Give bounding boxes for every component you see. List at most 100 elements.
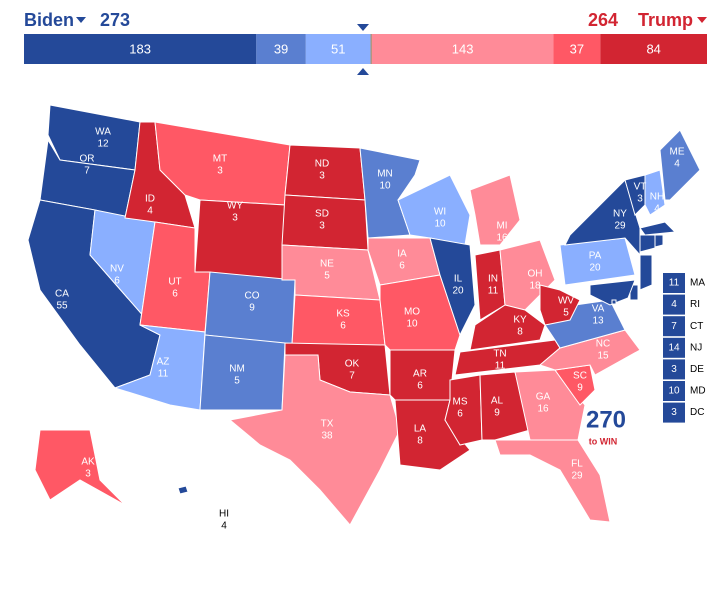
state-votes: 4: [654, 204, 660, 215]
state-shape[interactable]: [639, 221, 677, 236]
state-box[interactable]: [663, 402, 685, 423]
bar-segment: [370, 34, 372, 64]
bar-segment-label: 183: [129, 41, 151, 56]
state-abbr: AZ: [157, 357, 170, 368]
state-shape[interactable]: [644, 169, 666, 216]
state-abbr: MA: [690, 278, 705, 289]
logo-number: 270: [586, 406, 626, 433]
states: [27, 104, 701, 526]
state-abbr: MS: [453, 397, 468, 408]
state-votes: 18: [529, 281, 541, 292]
state-votes: 3: [319, 221, 325, 232]
state-votes: 8: [417, 436, 423, 447]
bar-segment: [24, 34, 257, 64]
state-shape[interactable]: [639, 234, 656, 253]
state-abbr: WA: [95, 127, 111, 138]
state-votes: 38: [321, 431, 333, 442]
state-shape[interactable]: [228, 354, 401, 526]
state-votes: 9: [249, 303, 255, 314]
state-abbr: MD: [690, 386, 706, 397]
state-abbr: AL: [491, 396, 504, 407]
state-votes: 4: [674, 159, 680, 170]
state-box[interactable]: [663, 381, 685, 401]
state-abbr: NC: [596, 339, 610, 350]
right-candidate[interactable]: Trump: [638, 10, 693, 30]
state-votes: 3: [232, 213, 238, 224]
state-abbr: MO: [404, 307, 420, 318]
state-votes: 5: [563, 308, 569, 319]
state-shape[interactable]: [479, 371, 531, 441]
state-shape[interactable]: [659, 129, 701, 201]
state-shape[interactable]: [639, 254, 653, 291]
bar-segment: [553, 34, 601, 64]
state-shape[interactable]: [429, 237, 476, 337]
bar-segment-label: 37: [570, 41, 584, 56]
state-votes: 4: [221, 521, 227, 532]
state-votes: 11: [158, 369, 169, 380]
logo-tagline: to WIN: [589, 436, 618, 446]
state-box[interactable]: [663, 316, 685, 337]
state-abbr: MN: [377, 169, 393, 180]
state-abbr: HI: [219, 509, 229, 520]
bar-segment-label: 143: [452, 41, 474, 56]
state-shape[interactable]: [469, 174, 521, 246]
state-box[interactable]: [663, 359, 685, 380]
left-candidate[interactable]: Biden: [24, 10, 74, 30]
state-abbr: MT: [213, 154, 227, 165]
state-shape[interactable]: [494, 439, 611, 523]
state-votes: 9: [494, 408, 500, 419]
state-votes: 10: [434, 219, 446, 230]
state-votes: 7: [671, 321, 677, 332]
state-abbr: WI: [434, 207, 446, 218]
state-votes: 5: [234, 376, 240, 387]
state-abbr: FL: [571, 459, 583, 470]
state-abbr: AR: [413, 369, 427, 380]
state-box[interactable]: [663, 337, 685, 358]
bar-segment: [305, 34, 371, 64]
bar-segment-label: 51: [331, 41, 345, 56]
state-votes: 3: [671, 407, 677, 418]
state-abbr: NV: [110, 264, 124, 275]
state-votes: 29: [571, 471, 583, 482]
majority-marker: [357, 24, 369, 31]
state-abbr: ND: [315, 159, 329, 170]
state-votes: 3: [217, 166, 223, 177]
state-abbr: UT: [168, 277, 181, 288]
state-abbr: VA: [592, 304, 605, 315]
state-votes: 16: [537, 404, 549, 415]
state-abbr: DE: [690, 364, 704, 375]
state-votes: 10: [406, 319, 418, 330]
state-shape[interactable]: [34, 429, 126, 506]
state-shape[interactable]: [539, 284, 581, 326]
state-votes: 10: [668, 386, 680, 397]
state-labels: WA12OR7CA55NV6ID4MT3WY3UT6AZ11CO9NM5ND3S…: [55, 127, 706, 532]
state-votes: 11: [488, 286, 499, 297]
state-abbr: IN: [488, 274, 498, 285]
state-shape[interactable]: [177, 485, 189, 495]
state-votes: 3: [671, 364, 677, 375]
state-shape[interactable]: [281, 244, 381, 301]
state-abbr: AK: [81, 457, 95, 468]
state-votes: 15: [597, 351, 609, 362]
bar-segment: [600, 34, 707, 64]
state-shape[interactable]: [194, 199, 286, 281]
state-shape[interactable]: [611, 299, 617, 305]
state-abbr: OR: [80, 154, 95, 165]
state-shape[interactable]: [654, 234, 664, 248]
state-votes: 16: [496, 233, 508, 244]
state-votes: 14: [668, 342, 680, 353]
state-shape[interactable]: [284, 144, 366, 201]
dropdown-caret[interactable]: [697, 17, 707, 23]
bar-segment-label: 84: [646, 41, 660, 56]
state-shape[interactable]: [281, 194, 369, 251]
state-box[interactable]: [663, 294, 685, 315]
dropdown-caret[interactable]: [76, 17, 86, 23]
state-abbr: NH: [650, 192, 664, 203]
state-abbr: TN: [493, 349, 506, 360]
state-shape[interactable]: [589, 279, 636, 306]
state-votes: 5: [324, 271, 330, 282]
state-box[interactable]: [663, 273, 685, 293]
state-abbr: NJ: [690, 342, 702, 353]
state-shape[interactable]: [291, 294, 386, 346]
